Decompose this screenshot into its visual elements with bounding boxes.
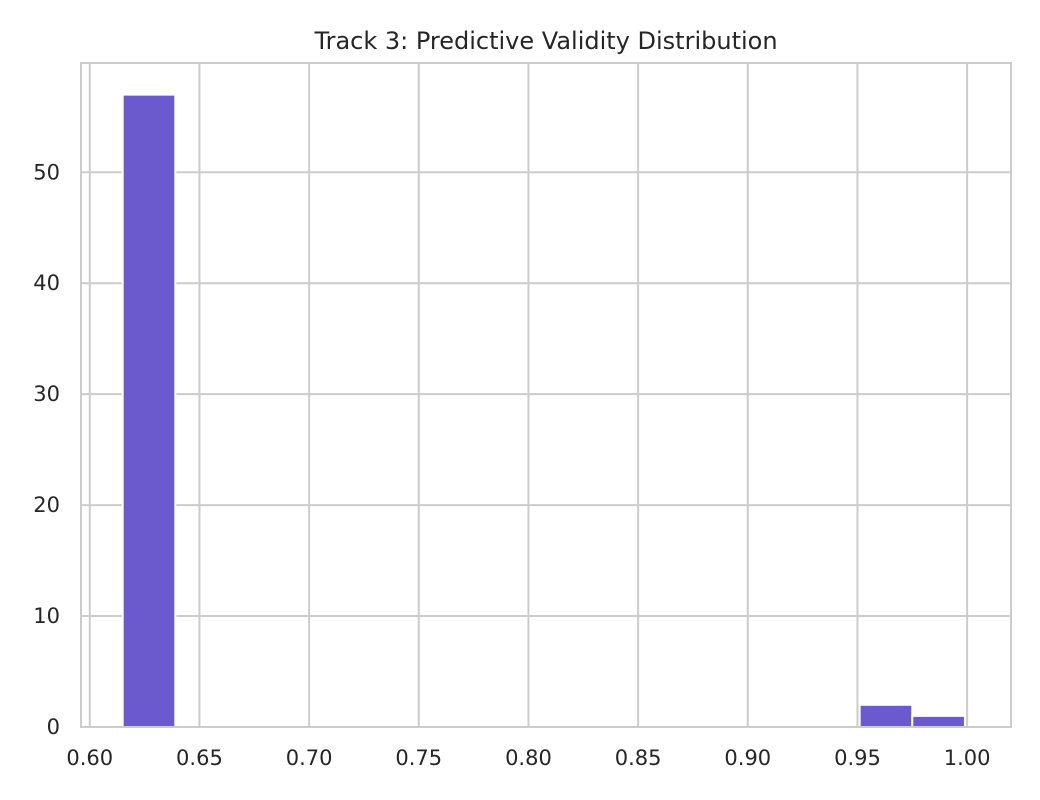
- chart-title: Track 3: Predictive Validity Distributio…: [313, 27, 777, 55]
- x-tick-label: 0.75: [395, 746, 442, 770]
- bar-layer: [121, 93, 966, 729]
- y-tick-label: 0: [47, 715, 60, 739]
- x-tick-label: 0.70: [286, 746, 333, 770]
- x-tick-label: 0.95: [834, 746, 881, 770]
- x-tick-label: 0.65: [176, 746, 223, 770]
- x-tick-label: 0.90: [724, 746, 771, 770]
- x-tick-label: 0.85: [615, 746, 662, 770]
- y-tick-label: 10: [33, 604, 60, 628]
- x-tick-label: 1.00: [944, 746, 991, 770]
- grid-layer: [81, 63, 1011, 728]
- histogram-bar: [858, 703, 914, 729]
- y-tick-label: 20: [33, 493, 60, 517]
- plot-frame: [80, 62, 1012, 728]
- y-tick-label: 50: [33, 160, 60, 184]
- histogram-bar: [121, 93, 177, 729]
- y-tick-label: 40: [33, 271, 60, 295]
- x-tick-label: 0.80: [505, 746, 552, 770]
- y-tick-label: 30: [33, 382, 60, 406]
- tick-layer: 0.60 0.65 0.70 0.75 0.80 0.85 0.90 0.95 1.00 0 10 2…: [33, 160, 990, 770]
- x-tick-label: 0.60: [66, 746, 113, 770]
- histogram-bar: [911, 714, 966, 728]
